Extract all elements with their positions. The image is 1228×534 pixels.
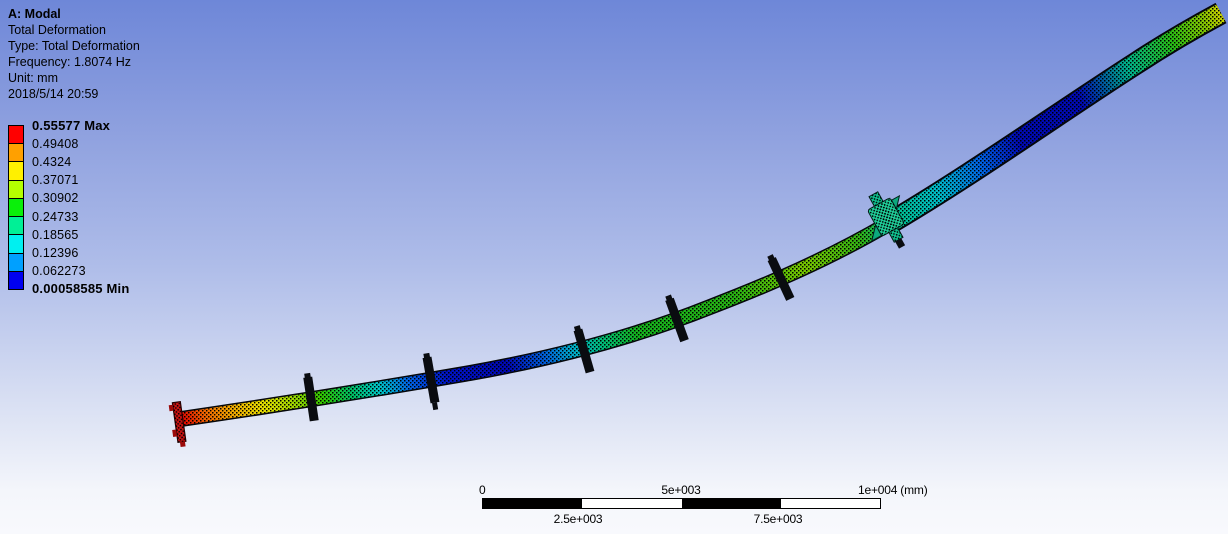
deformed-beam: [179, 2, 1227, 427]
legend-value: 0.12396: [32, 245, 79, 260]
legend-band: [9, 235, 23, 254]
legend-band: [9, 126, 23, 145]
legend-value: 0.55577 Max: [32, 118, 111, 133]
legend-value: 0.062273: [32, 263, 86, 278]
annotation-line: Total Deformation: [8, 23, 106, 37]
legend-value: 0.18565: [32, 227, 79, 242]
legend-band: [9, 144, 23, 163]
annotation-line: Frequency: 1.8074 Hz: [8, 55, 131, 69]
support-collar: [422, 352, 440, 411]
scale-segment: [582, 499, 682, 508]
legend-value: 0.00058585 Min: [32, 280, 130, 296]
beam-upper-mesh: [883, 4, 1226, 233]
clamp-joint: [867, 191, 906, 249]
scale-tick: 0: [479, 483, 486, 497]
scale-tick: 7.5e+003: [753, 512, 803, 526]
legend-band: [9, 253, 23, 272]
legend-value: 0.37071: [32, 173, 79, 188]
scale-segment: [681, 499, 781, 508]
support-collar: [665, 294, 689, 343]
scale-segment: [483, 499, 583, 508]
legend-band: [9, 180, 23, 199]
annotation-line: Type: Total Deformation: [8, 39, 140, 53]
annotation-lines: Total Deformation Type: Total Deformation…: [8, 22, 140, 102]
legend-value: 0.49408: [32, 137, 79, 152]
scale-bar: [482, 498, 881, 509]
legend-band: [9, 162, 23, 181]
scale-tick: 2.5e+003: [553, 512, 603, 526]
legend-band: [9, 217, 23, 236]
annotation-line: 2018/5/14 20:59: [8, 87, 99, 101]
legend-color-bar: [8, 125, 24, 290]
analysis-title: A: Modal: [8, 7, 61, 21]
legend-band: [9, 271, 23, 289]
contour-legend: 0.55577 Max 0.49408 0.4324 0.37071 0.30902 0.…: [8, 119, 188, 305]
legend-value: 0.30902: [32, 191, 79, 206]
legend-value: 0.4324: [32, 155, 72, 170]
support-collar: [573, 325, 595, 374]
end-flange: [168, 400, 187, 448]
support-collar: [767, 254, 795, 301]
support-collar: [303, 372, 319, 422]
beam-lower-mesh: [180, 218, 892, 426]
scale-tick: 1e+004 (mm): [858, 483, 928, 497]
result-annotation: A: Modal Total Deformation Type: Total De…: [8, 6, 140, 102]
scale-tick: 5e+003: [661, 483, 701, 497]
legend-value: 0.24733: [32, 209, 79, 224]
legend-band: [9, 198, 23, 218]
scale-segment: [780, 499, 880, 508]
annotation-line: Unit: mm: [8, 71, 58, 85]
beam-lower-outline: [179, 217, 893, 427]
beam-lower-contour: [180, 218, 892, 426]
